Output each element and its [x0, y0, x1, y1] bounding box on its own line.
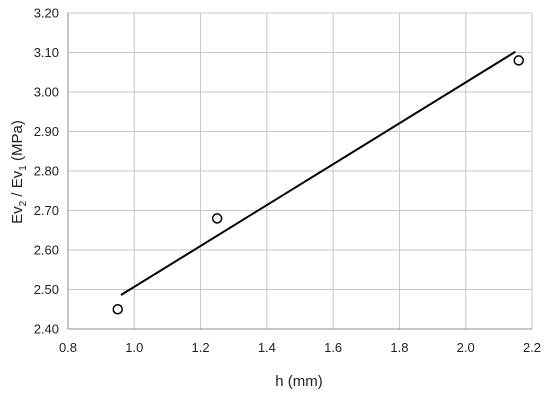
data-point: [513, 55, 524, 66]
y-tick-label: 3.20: [34, 6, 59, 21]
y-tick-label: 2.70: [34, 203, 59, 218]
y-tick-label: 2.50: [34, 282, 59, 297]
axes: [67, 13, 532, 330]
data-point: [112, 304, 123, 315]
y-tick-labels: 2.40 2.50 2.60 2.70 2.80 2.90 3.00 3.10 3.20: [34, 6, 59, 337]
data-points: [112, 55, 524, 315]
x-tick-label: 0.8: [59, 340, 77, 355]
x-tick-label: 1.0: [125, 340, 143, 355]
trendline: [120, 50, 516, 296]
y-axis-title: Ev2 / Ev1 (MPa): [9, 120, 29, 224]
x-tick-label: 1.8: [390, 340, 408, 355]
x-tick-label: 1.4: [258, 340, 276, 355]
trendline-layer: [120, 50, 516, 296]
x-axis-title: h (mm): [275, 373, 323, 390]
x-tick-label: 2.0: [457, 340, 475, 355]
y-tick-label: 2.40: [34, 322, 59, 337]
y-tick-label: 3.00: [34, 85, 59, 100]
y-tick-label: 3.10: [34, 45, 59, 60]
y-tick-label: 2.80: [34, 164, 59, 179]
x-tick-label: 1.2: [192, 340, 210, 355]
x-tick-label: 2.2: [523, 340, 541, 355]
x-tick-labels: 0.8 1.0 1.2 1.4 1.6 1.8 2.0 2.2: [59, 340, 541, 355]
y-tick-label: 2.60: [34, 243, 59, 258]
grid-lines: [67, 12, 533, 330]
x-tick-label: 1.6: [324, 340, 342, 355]
data-point: [211, 213, 223, 224]
y-tick-label: 2.90: [34, 124, 59, 139]
